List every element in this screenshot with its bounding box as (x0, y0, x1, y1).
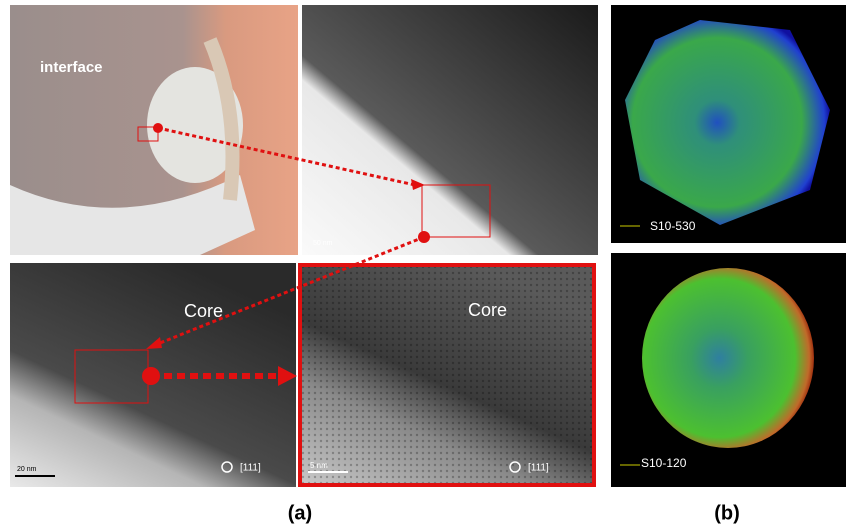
tem-image (302, 5, 598, 255)
scale-label: 50 nm (313, 240, 333, 247)
figure: interface 50 nm Core 20 nm [111] Core 5 … (0, 0, 853, 528)
dot (142, 367, 160, 385)
dot (418, 231, 430, 243)
scale-label: 5 nm (310, 461, 328, 470)
label: S10-120 (641, 456, 687, 470)
label: S10-530 (650, 219, 696, 233)
caption: (a) (288, 502, 312, 524)
scale-label: 20 nm (17, 466, 37, 473)
label: Core (468, 300, 507, 320)
label: Core (184, 301, 223, 321)
dot (153, 123, 163, 133)
lattice (300, 265, 594, 485)
particle (642, 268, 814, 448)
caption: (b) (714, 502, 740, 524)
zone-axis: [111] (240, 463, 261, 474)
zone-axis: [111] (528, 463, 549, 474)
label: interface (40, 59, 103, 76)
